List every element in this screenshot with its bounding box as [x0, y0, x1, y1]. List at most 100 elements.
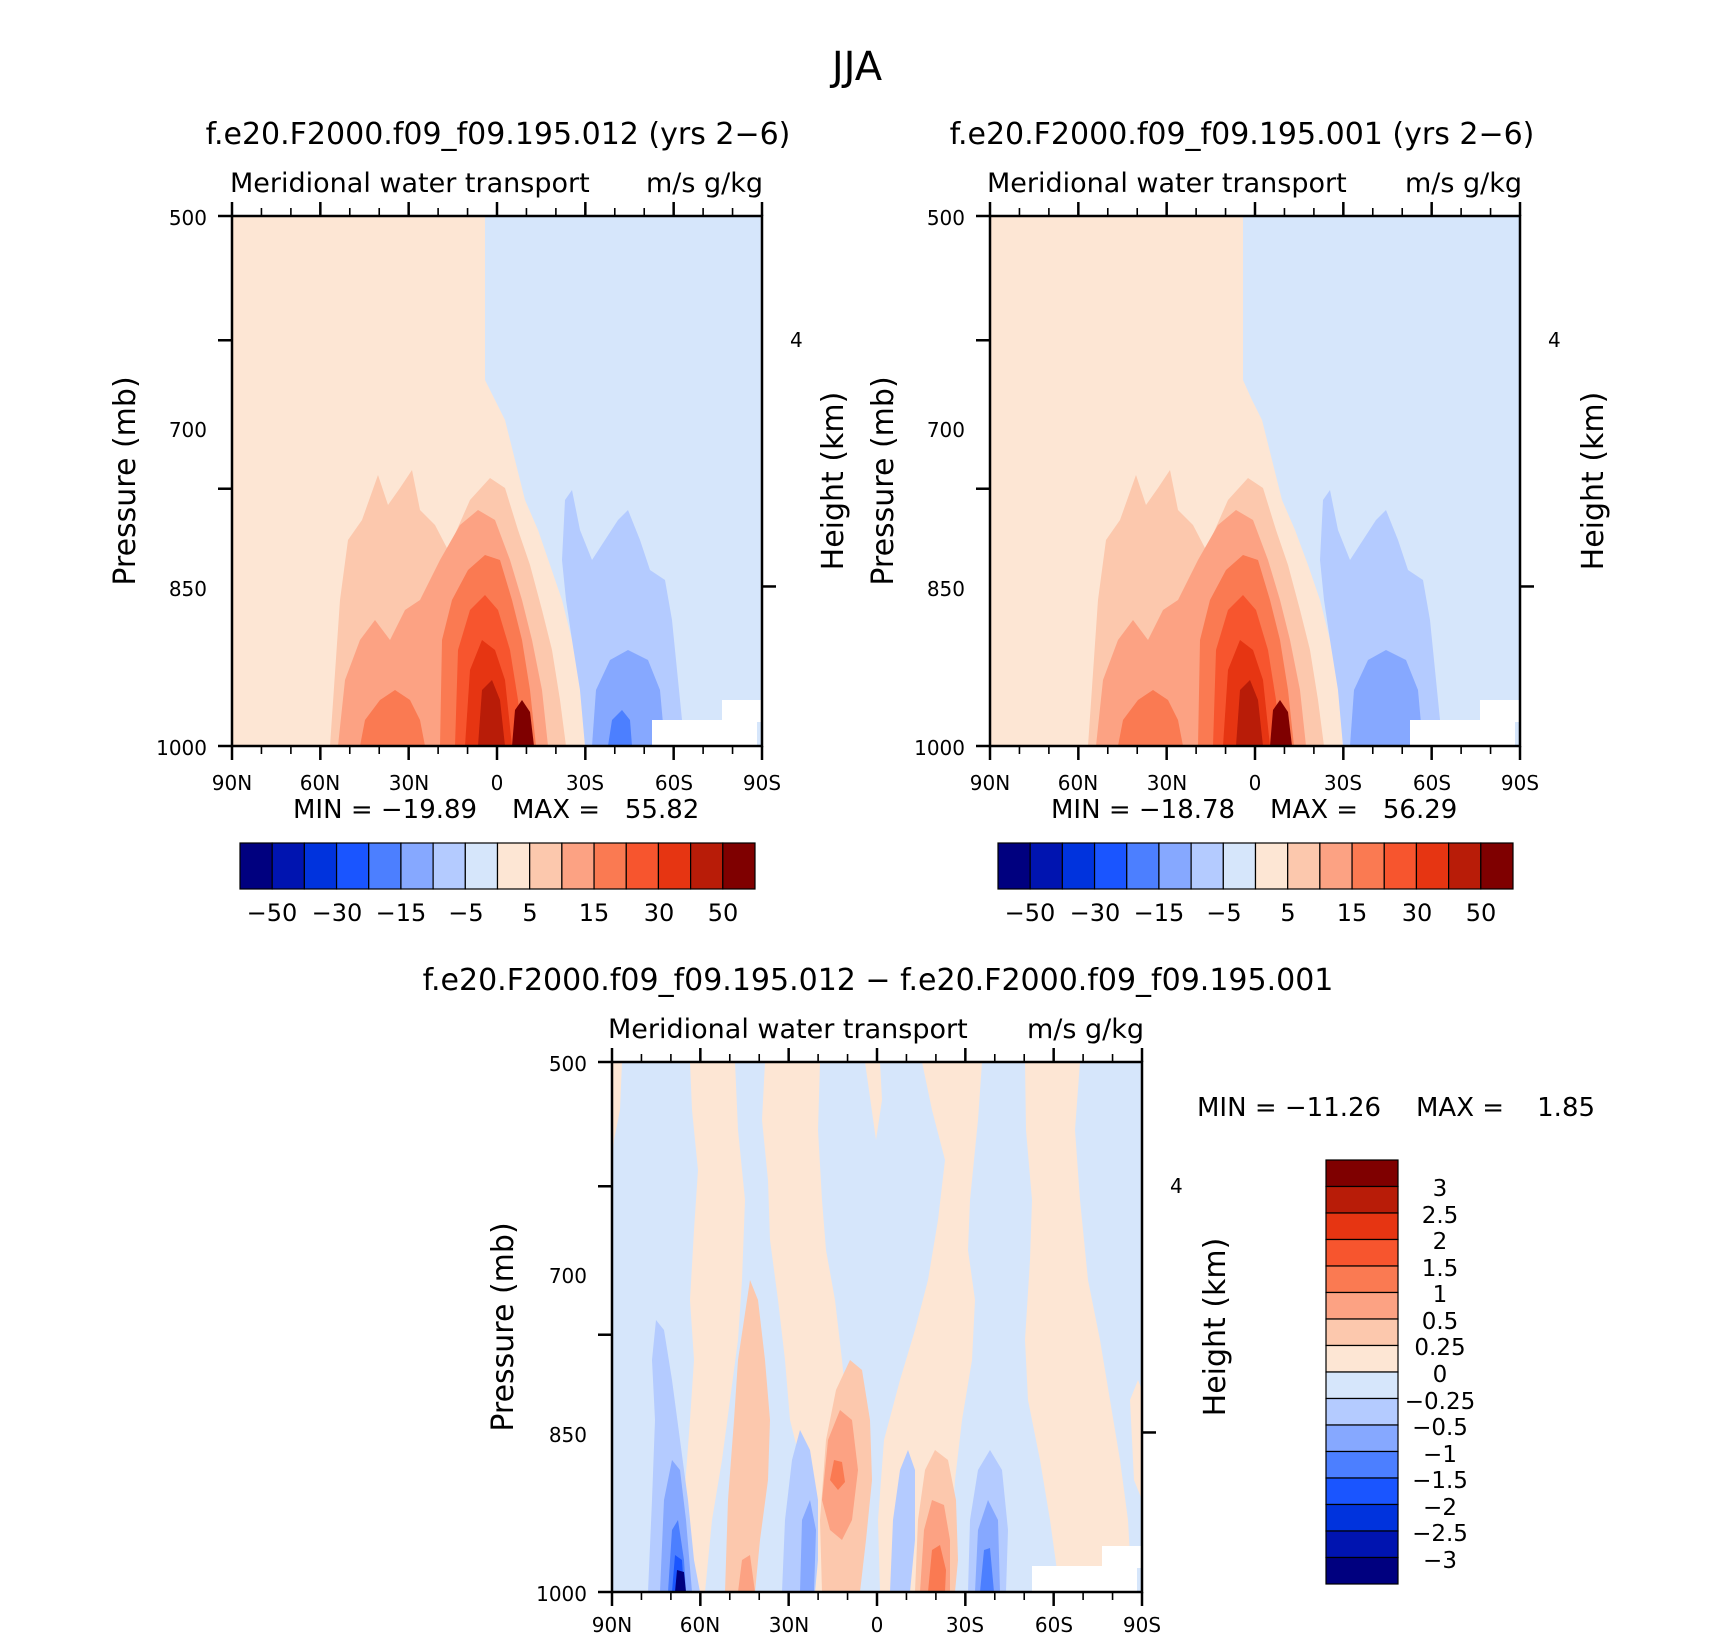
panel-3-yticks: 500 700 850 1000 4	[536, 1052, 1183, 1606]
panel-1-y2label: Height (km)	[816, 392, 851, 571]
x-tick-label: 90S	[743, 771, 781, 795]
colorbar-label: 0.5	[1422, 1309, 1459, 1335]
x-tick-label: 90N	[212, 771, 252, 795]
colorbar-swatch	[1325, 1424, 1399, 1453]
colorbar-label: −50	[1005, 899, 1056, 927]
panel-1: f.e20.F2000.f09_f09.195.012 (yrs 2−6) Me…	[108, 117, 851, 927]
colorbar-swatch	[1325, 1238, 1399, 1267]
colorbar-swatch	[1325, 1185, 1399, 1214]
panel-3-ylabel: Pressure (mb)	[486, 1222, 521, 1431]
x-tick-label: 30S	[566, 771, 604, 795]
panel-3-colorbar-labels: 3 2.5 2 1.5 1 0.5 0.25 0 −0.25 −0.5 −1 −…	[1405, 1176, 1475, 1574]
colorbar-swatch	[1325, 1371, 1399, 1400]
colorbar-swatch	[1190, 842, 1224, 890]
colorbar-swatch	[1325, 1212, 1399, 1241]
panel-2-units: m/s g/kg	[1405, 168, 1522, 199]
colorbar-label: 0	[1433, 1362, 1448, 1388]
y-tick-label: 500	[927, 206, 965, 230]
panel-2-ticks	[976, 202, 1534, 760]
y-tick-label: 700	[549, 1264, 587, 1288]
colorbar-swatch	[1415, 842, 1450, 890]
colorbar-swatch	[1126, 842, 1160, 890]
field-band-9	[1270, 700, 1292, 746]
panel-2-yticks: 500 700 850 1000 4	[914, 206, 1561, 760]
panel-1-ylabel: Pressure (mb)	[108, 376, 143, 585]
field-band-3	[725, 1280, 770, 1592]
colorbar-label: −15	[376, 899, 427, 927]
colorbar-label: 30	[1402, 899, 1433, 927]
x-tick-label: 30N	[769, 1613, 809, 1636]
y2-tick-label: 4	[1170, 1174, 1183, 1198]
colorbar-swatch	[400, 842, 434, 890]
x-tick-label: 0	[871, 1613, 884, 1636]
colorbar-label: 5	[522, 899, 537, 927]
panel-2: f.e20.F2000.f09_f09.195.001 (yrs 2−6) Me…	[866, 117, 1611, 927]
missing-data-patch	[1102, 1546, 1142, 1568]
x-tick-label: 30N	[389, 771, 429, 795]
y-tick-label: 500	[169, 206, 207, 230]
colorbar-label: −3	[1423, 1548, 1457, 1574]
colorbar-label: −30	[312, 899, 363, 927]
colorbar-label: −2	[1423, 1495, 1457, 1521]
colorbar-swatch	[529, 842, 563, 890]
colorbar-swatch	[1061, 842, 1096, 890]
panel-1-units: m/s g/kg	[646, 168, 763, 199]
colorbar-label: 2	[1433, 1229, 1448, 1255]
x-tick-label: 30S	[1324, 771, 1362, 795]
colorbar-swatch	[1480, 842, 1514, 890]
colorbar-swatch	[1325, 1344, 1399, 1373]
panel-3: f.e20.F2000.f09_f09.195.012 − f.e20.F200…	[423, 963, 1595, 1636]
panel-3-colorbar	[1325, 1159, 1399, 1585]
panel-2-title: f.e20.F2000.f09_f09.195.001 (yrs 2−6)	[950, 117, 1535, 152]
colorbar-label: 2.5	[1422, 1203, 1459, 1229]
colorbar-label: −1	[1423, 1442, 1457, 1468]
x-tick-label: 60N	[300, 771, 340, 795]
colorbar-swatch	[1287, 842, 1321, 890]
colorbar-swatch	[464, 842, 499, 890]
panel-1-xticks: 90N 60N 30N 0 30S 60S 90S	[212, 771, 781, 795]
field-band-5	[928, 1545, 946, 1592]
field-band-2	[878, 1062, 982, 1592]
colorbar-swatch	[368, 842, 402, 890]
field-band-10	[648, 1320, 700, 1592]
y-tick-label: 1000	[156, 736, 207, 760]
colorbar-swatch	[1325, 1318, 1399, 1347]
colorbar-label: 3	[1433, 1176, 1448, 1202]
colorbar-swatch	[1325, 1556, 1399, 1585]
colorbar-swatch	[1325, 1503, 1399, 1532]
panel-3-field	[612, 1062, 1142, 1592]
colorbar-swatch	[432, 842, 466, 890]
field-band-10	[562, 490, 690, 746]
colorbar-label: −5	[1206, 899, 1241, 927]
colorbar-swatch	[657, 842, 692, 890]
y-tick-label: 1000	[914, 736, 965, 760]
colorbar-swatch	[1325, 1159, 1399, 1188]
field-band-4	[738, 1555, 755, 1592]
missing-data-patch	[1032, 1566, 1137, 1592]
panel-1-min: MIN = −19.89	[293, 795, 477, 825]
y-tick-label: 700	[927, 418, 965, 442]
y-tick-label: 850	[927, 577, 965, 601]
field-band-16	[675, 1570, 686, 1592]
panel-2-variable: Meridional water transport	[987, 168, 1347, 199]
panel-2-ylabel: Pressure (mb)	[866, 376, 901, 585]
colorbar-swatch	[271, 842, 305, 890]
panel-1-ticks	[218, 202, 776, 760]
panel-2-colorbar	[997, 842, 1514, 890]
colorbar-swatch	[1325, 1477, 1399, 1506]
field-band-2	[865, 1062, 882, 1140]
field-band-8	[478, 680, 505, 746]
panel-3-ticks	[598, 1048, 1156, 1606]
y-tick-label: 850	[549, 1423, 587, 1447]
colorbar-swatch	[1222, 842, 1257, 890]
field-band-10	[890, 1450, 915, 1592]
colorbar-swatch	[1254, 842, 1289, 890]
field-band-8	[1236, 680, 1263, 746]
colorbar-swatch	[335, 842, 370, 890]
colorbar-swatch	[496, 842, 531, 890]
field-band-12	[608, 710, 632, 746]
colorbar-swatch	[1319, 842, 1353, 890]
field-band-2	[612, 1062, 622, 1160]
colorbar-swatch	[239, 842, 273, 890]
colorbar-swatch	[561, 842, 595, 890]
